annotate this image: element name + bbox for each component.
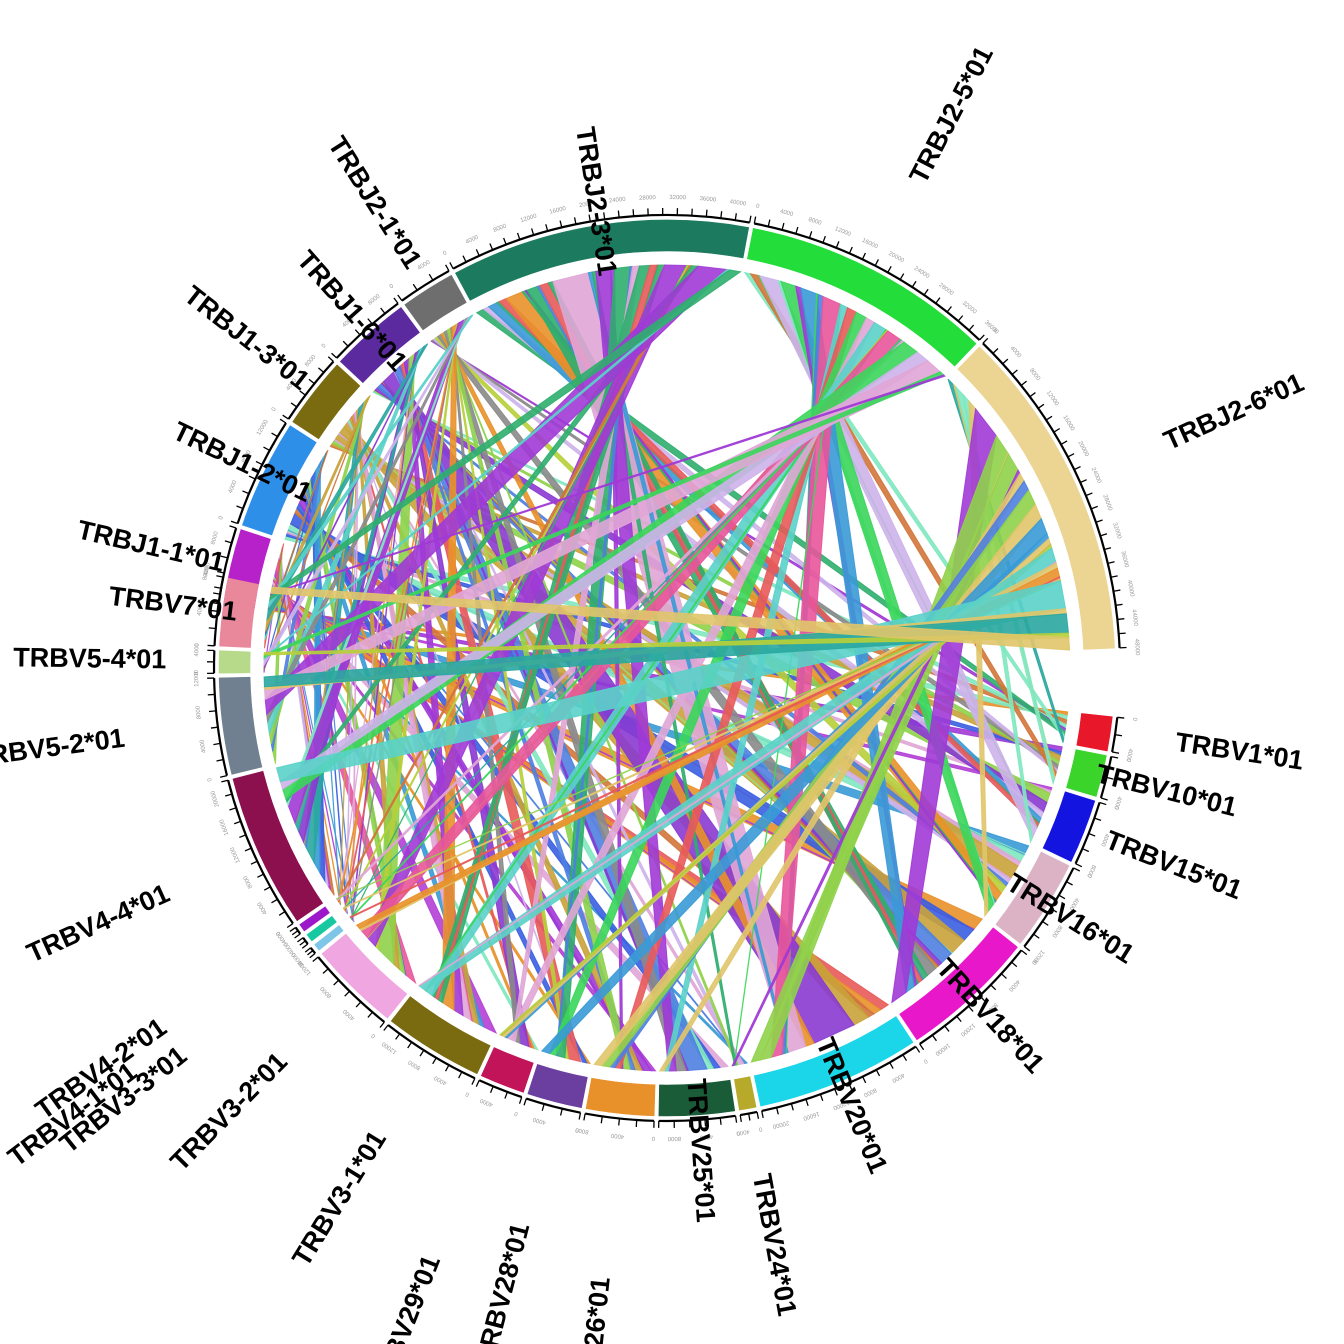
svg-text:TRBV5-4*01: TRBV5-4*01 [13, 642, 166, 674]
svg-text:28000: 28000 [639, 195, 657, 202]
svg-text:48000: 48000 [1133, 639, 1140, 657]
svg-text:32000: 32000 [669, 195, 686, 201]
svg-text:8000: 8000 [667, 1135, 681, 1141]
